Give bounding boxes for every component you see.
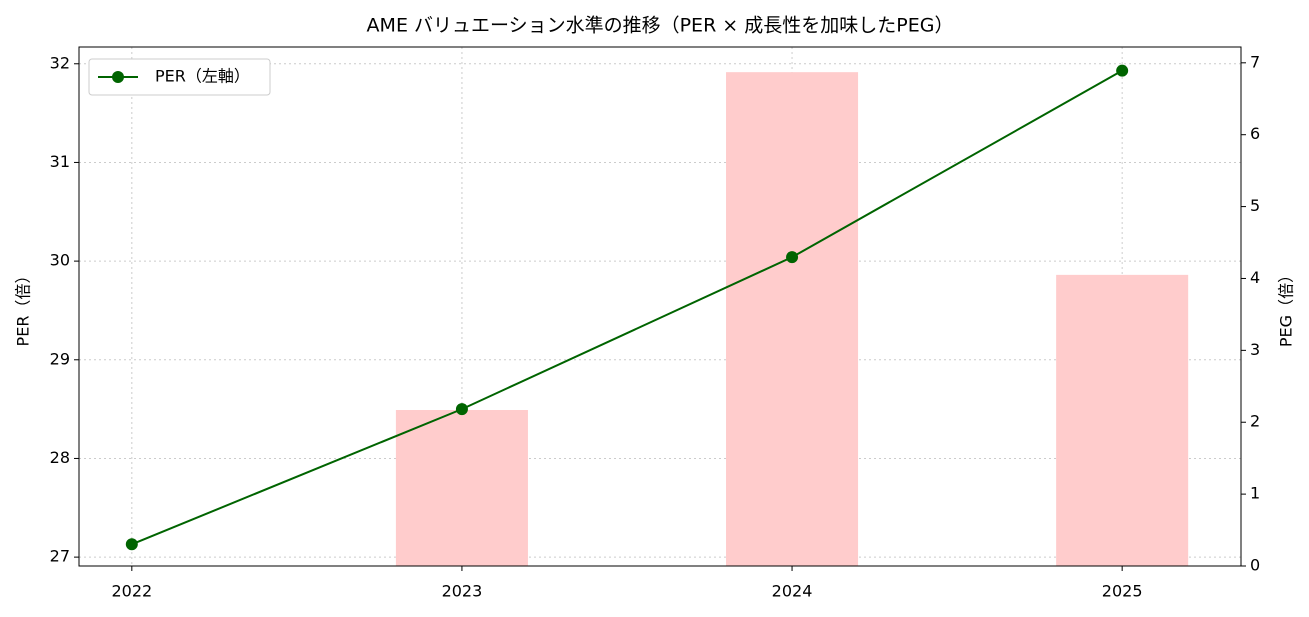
legend-label: PER（左軸） bbox=[155, 67, 250, 86]
plot-frame bbox=[78, 46, 1242, 567]
chart-title: AME バリュエーション水準の推移（PER × 成長性を加味したPEG） bbox=[367, 15, 954, 37]
x-tick-label: 2025 bbox=[1102, 582, 1143, 601]
y-tick-label: 28 bbox=[50, 448, 70, 467]
y2-axis-label: PEG（倍） bbox=[1277, 267, 1296, 347]
marker bbox=[1116, 64, 1129, 77]
y-tick-label: 30 bbox=[50, 251, 70, 270]
y2-tick-label: 6 bbox=[1250, 124, 1260, 143]
y2-tick-label: 4 bbox=[1250, 268, 1260, 287]
x-tick-label: 2023 bbox=[442, 582, 483, 601]
y-tick-label: 27 bbox=[50, 547, 70, 566]
marker bbox=[786, 251, 799, 264]
legend-marker bbox=[112, 71, 124, 83]
bar bbox=[395, 410, 528, 566]
marker bbox=[125, 538, 138, 551]
y-axis-label: PER（倍） bbox=[14, 268, 33, 347]
x-tick-label: 2022 bbox=[111, 582, 152, 601]
y2-tick-label: 1 bbox=[1250, 484, 1260, 503]
y2-tick-label: 3 bbox=[1250, 340, 1260, 359]
y2-tick-label: 5 bbox=[1250, 196, 1260, 215]
y-tick-label: 31 bbox=[50, 152, 70, 171]
y2-tick-label: 7 bbox=[1250, 52, 1260, 71]
x-tick-label: 2024 bbox=[772, 582, 813, 601]
marker bbox=[455, 403, 468, 416]
y2-tick-label: 0 bbox=[1250, 556, 1260, 575]
line bbox=[131, 69, 1123, 546]
y-tick-label: 29 bbox=[50, 349, 70, 368]
bar bbox=[726, 72, 859, 567]
bar bbox=[1056, 274, 1189, 566]
legend-box bbox=[88, 58, 271, 96]
y2-tick-label: 2 bbox=[1250, 412, 1260, 431]
y-tick-label: 32 bbox=[50, 53, 70, 72]
